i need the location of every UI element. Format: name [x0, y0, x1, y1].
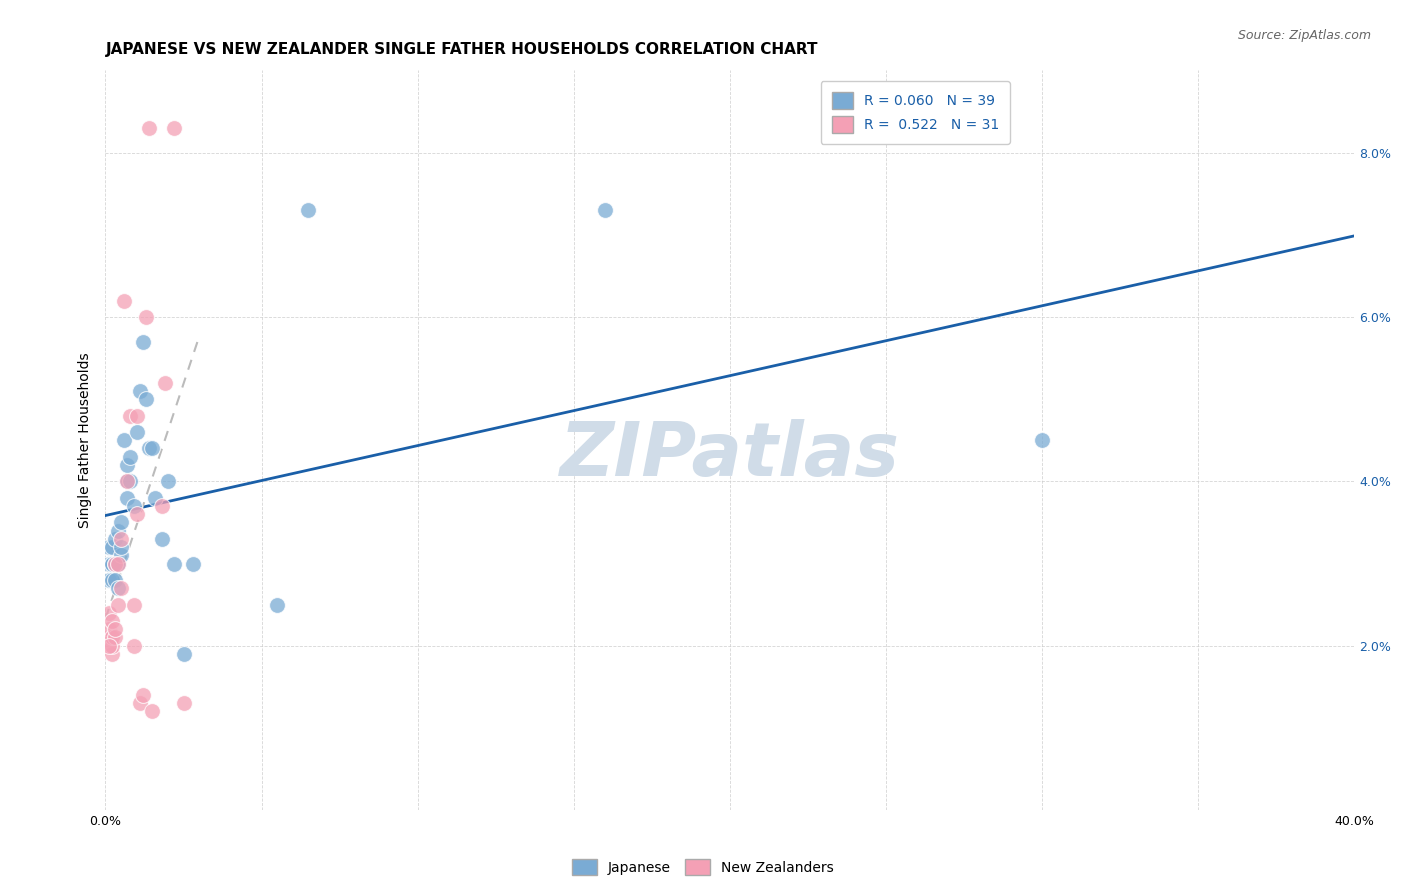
Point: [125, 409, 148, 423]
Point: [100, 540, 122, 554]
Point: [104, 557, 127, 571]
Point: [104, 631, 127, 645]
Point: [163, 557, 186, 571]
Point: [156, 475, 179, 489]
Legend: R = 0.060   N = 39, R =  0.522   N = 31: R = 0.060 N = 39, R = 0.522 N = 31: [821, 81, 1010, 145]
Point: [110, 549, 132, 563]
Point: [128, 696, 150, 710]
Text: Source: ZipAtlas.com: Source: ZipAtlas.com: [1237, 29, 1371, 42]
Point: [104, 622, 127, 636]
Point: [1031, 434, 1053, 448]
Point: [110, 516, 132, 530]
Point: [138, 120, 160, 135]
Point: [135, 392, 157, 406]
Point: [104, 573, 127, 587]
Point: [107, 557, 129, 571]
Point: [141, 442, 163, 456]
Point: [107, 581, 129, 595]
Point: [132, 688, 155, 702]
Point: [100, 557, 122, 571]
Point: [112, 434, 135, 448]
Point: [100, 631, 122, 645]
Text: ZIPatlas: ZIPatlas: [560, 418, 900, 491]
Point: [138, 442, 160, 456]
Point: [120, 450, 142, 464]
Point: [117, 475, 139, 489]
Point: [97, 631, 120, 645]
Point: [173, 696, 195, 710]
Point: [100, 614, 122, 628]
Point: [100, 573, 122, 587]
Point: [150, 499, 173, 513]
Point: [173, 647, 195, 661]
Point: [132, 334, 155, 349]
Point: [122, 598, 145, 612]
Point: [104, 557, 127, 571]
Point: [125, 425, 148, 439]
Point: [117, 458, 139, 472]
Point: [122, 639, 145, 653]
Point: [107, 524, 129, 538]
Point: [110, 532, 132, 546]
Point: [141, 705, 163, 719]
Point: [122, 499, 145, 513]
Text: JAPANESE VS NEW ZEALANDER SINGLE FATHER HOUSEHOLDS CORRELATION CHART: JAPANESE VS NEW ZEALANDER SINGLE FATHER …: [105, 42, 818, 57]
Point: [266, 598, 288, 612]
Point: [117, 491, 139, 505]
Point: [135, 310, 157, 324]
Point: [107, 598, 129, 612]
Point: [163, 120, 186, 135]
Point: [110, 540, 132, 554]
Legend: Japanese, New Zealanders: Japanese, New Zealanders: [567, 854, 839, 880]
Point: [97, 540, 120, 554]
Point: [150, 532, 173, 546]
Point: [110, 581, 132, 595]
Point: [112, 293, 135, 308]
Point: [97, 622, 120, 636]
Point: [117, 475, 139, 489]
Point: [97, 573, 120, 587]
Point: [120, 475, 142, 489]
Point: [125, 507, 148, 521]
Point: [153, 376, 176, 390]
Point: [100, 639, 122, 653]
Y-axis label: Single Father Households: Single Father Households: [79, 352, 93, 528]
Point: [97, 639, 120, 653]
Point: [97, 557, 120, 571]
Point: [593, 203, 616, 218]
Point: [145, 491, 167, 505]
Point: [107, 557, 129, 571]
Point: [297, 203, 319, 218]
Point: [120, 409, 142, 423]
Point: [100, 647, 122, 661]
Point: [97, 606, 120, 620]
Point: [181, 557, 204, 571]
Point: [128, 384, 150, 398]
Point: [104, 532, 127, 546]
Point: [100, 557, 122, 571]
